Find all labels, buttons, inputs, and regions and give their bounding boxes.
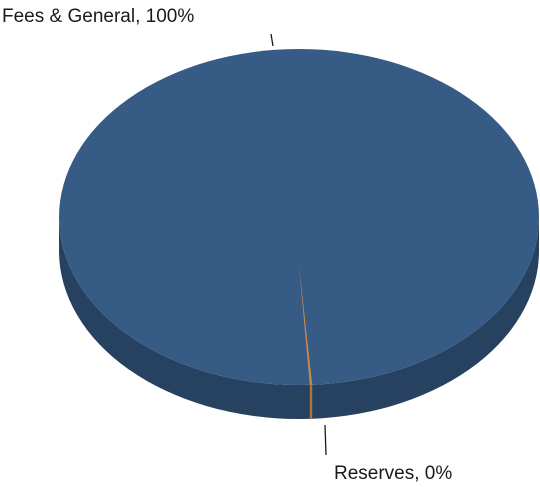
pie-slice-side-reserves	[309, 384, 313, 419]
pie-group	[59, 49, 539, 419]
pie-slice-reserves	[299, 265, 313, 385]
leader-line-fees-general	[270, 33, 274, 47]
leader-line-reserves	[324, 424, 327, 456]
pie-slice-fees-general	[59, 49, 539, 385]
slice-label-fees-general: Fees & General, 100%	[2, 6, 194, 27]
slice-label-reserves: Reserves, 0%	[334, 463, 452, 484]
pie-side-wall	[59, 217, 539, 419]
